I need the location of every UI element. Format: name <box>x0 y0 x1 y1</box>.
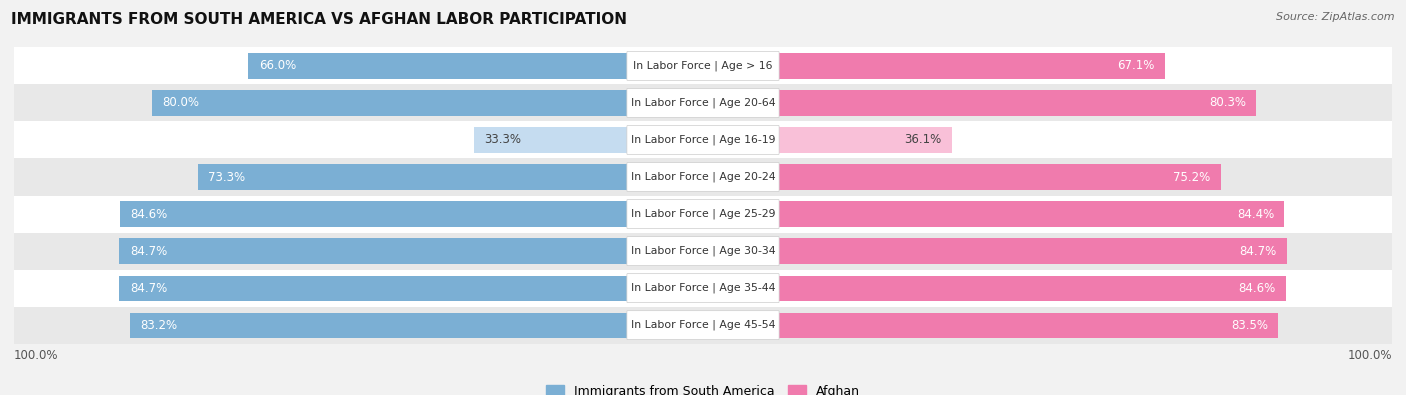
Bar <box>14 307 1392 344</box>
FancyBboxPatch shape <box>627 51 779 80</box>
Text: 73.3%: 73.3% <box>208 171 246 184</box>
Text: IMMIGRANTS FROM SOUTH AMERICA VS AFGHAN LABOR PARTICIPATION: IMMIGRANTS FROM SOUTH AMERICA VS AFGHAN … <box>11 12 627 27</box>
Text: In Labor Force | Age 35-44: In Labor Force | Age 35-44 <box>631 283 775 293</box>
Text: Source: ZipAtlas.com: Source: ZipAtlas.com <box>1277 12 1395 22</box>
Text: 33.3%: 33.3% <box>484 134 520 147</box>
Text: 84.4%: 84.4% <box>1237 207 1274 220</box>
Text: 84.7%: 84.7% <box>1239 245 1277 258</box>
Bar <box>14 47 1392 85</box>
Bar <box>14 269 1392 307</box>
Bar <box>14 121 1392 158</box>
Text: 80.0%: 80.0% <box>162 96 200 109</box>
FancyBboxPatch shape <box>627 88 779 117</box>
FancyBboxPatch shape <box>627 126 779 154</box>
Bar <box>703 127 952 152</box>
Bar <box>129 312 703 338</box>
Legend: Immigrants from South America, Afghan: Immigrants from South America, Afghan <box>541 380 865 395</box>
Text: In Labor Force | Age 45-54: In Labor Force | Age 45-54 <box>631 320 775 330</box>
Bar <box>120 239 703 264</box>
Bar <box>120 276 703 301</box>
Bar <box>703 53 1166 79</box>
Text: 36.1%: 36.1% <box>904 134 942 147</box>
Text: 84.7%: 84.7% <box>129 245 167 258</box>
Text: 83.2%: 83.2% <box>141 319 177 332</box>
FancyBboxPatch shape <box>627 311 779 340</box>
Bar <box>703 276 1286 301</box>
Bar <box>120 201 703 227</box>
Bar <box>703 90 1256 116</box>
Text: 84.7%: 84.7% <box>129 282 167 295</box>
Bar <box>152 90 703 116</box>
FancyBboxPatch shape <box>627 163 779 192</box>
Bar <box>14 158 1392 196</box>
Text: In Labor Force | Age 20-24: In Labor Force | Age 20-24 <box>631 172 775 182</box>
Text: In Labor Force | Age 30-34: In Labor Force | Age 30-34 <box>631 246 775 256</box>
Text: 100.0%: 100.0% <box>14 349 59 362</box>
Text: 100.0%: 100.0% <box>1347 349 1392 362</box>
Bar <box>703 201 1285 227</box>
FancyBboxPatch shape <box>627 237 779 265</box>
Text: 83.5%: 83.5% <box>1230 319 1268 332</box>
Text: 66.0%: 66.0% <box>259 59 295 72</box>
Text: In Labor Force | Age 20-64: In Labor Force | Age 20-64 <box>631 98 775 108</box>
Bar <box>703 312 1278 338</box>
Text: 84.6%: 84.6% <box>131 207 167 220</box>
Text: In Labor Force | Age > 16: In Labor Force | Age > 16 <box>633 61 773 71</box>
Text: 67.1%: 67.1% <box>1118 59 1154 72</box>
Bar <box>474 127 703 152</box>
Bar <box>14 233 1392 269</box>
Text: 75.2%: 75.2% <box>1174 171 1211 184</box>
Bar <box>14 196 1392 233</box>
Bar <box>703 239 1286 264</box>
Bar <box>14 85 1392 121</box>
FancyBboxPatch shape <box>627 274 779 303</box>
Text: In Labor Force | Age 16-19: In Labor Force | Age 16-19 <box>631 135 775 145</box>
Text: In Labor Force | Age 25-29: In Labor Force | Age 25-29 <box>631 209 775 219</box>
Bar <box>703 164 1220 190</box>
Text: 80.3%: 80.3% <box>1209 96 1246 109</box>
FancyBboxPatch shape <box>627 199 779 228</box>
Bar <box>198 164 703 190</box>
Bar <box>249 53 703 79</box>
Text: 84.6%: 84.6% <box>1239 282 1275 295</box>
